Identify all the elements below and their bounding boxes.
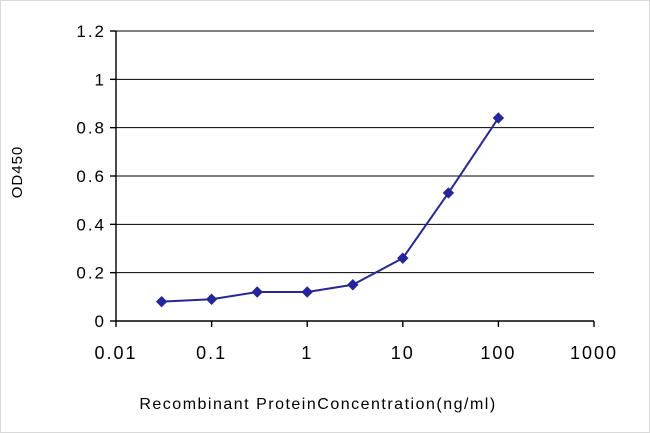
y-tick-label: 0.6	[76, 167, 106, 186]
data-point-marker	[301, 286, 313, 298]
data-point-marker	[205, 293, 218, 305]
y-tick-label: 1.2	[76, 22, 106, 41]
y-axis-title: OD450	[9, 145, 26, 199]
x-tick-label: 1	[301, 343, 313, 363]
x-tick-label: 1000	[570, 343, 618, 363]
x-tick-label: 100	[480, 343, 516, 363]
y-tick-label: 0.2	[76, 264, 106, 283]
x-tick-label: 10	[391, 343, 415, 363]
y-tick-label: 0	[95, 312, 106, 331]
data-point-marker	[492, 112, 505, 124]
y-tick-label: 0.4	[76, 215, 106, 234]
y-tick-label: 1	[95, 70, 106, 89]
x-tick-label: 0.01	[94, 343, 137, 363]
data-point-marker	[397, 252, 409, 264]
data-point-marker	[251, 286, 263, 298]
series-line	[161, 117, 500, 303]
x-tick-label: 0.1	[196, 343, 227, 363]
data-point-marker	[155, 295, 168, 308]
data-point-marker	[347, 279, 359, 291]
data-point-marker	[442, 187, 455, 199]
x-axis-title: Recombinant ProteinConcentration(ng/ml)	[139, 396, 497, 413]
y-tick-label: 0.8	[76, 119, 106, 138]
